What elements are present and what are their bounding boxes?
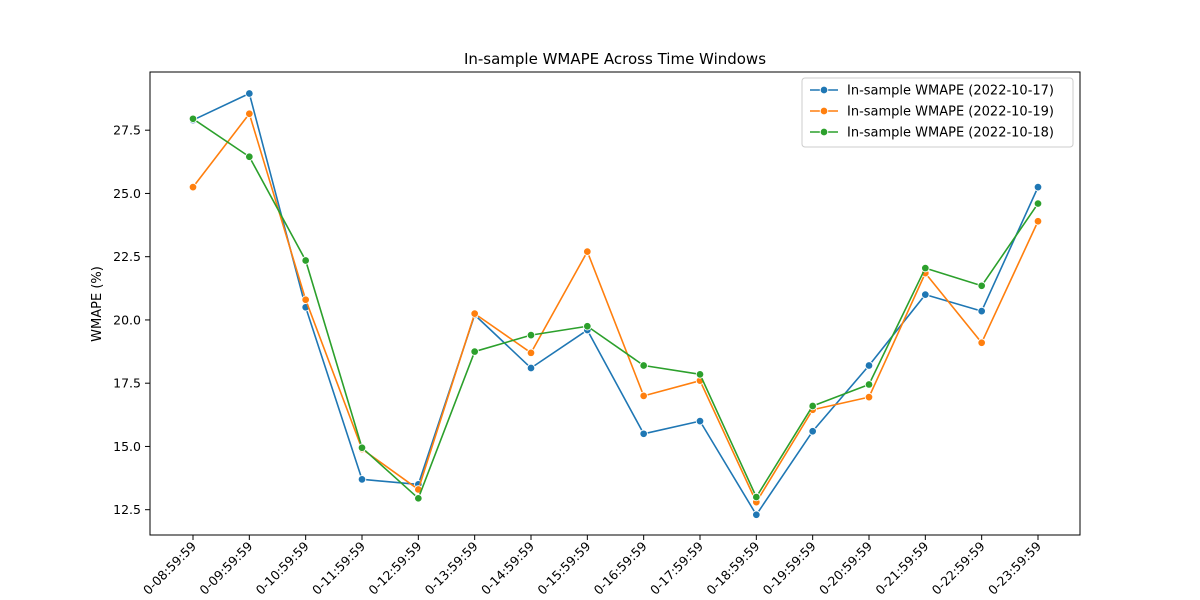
x-tick-label: 0-18:59:59 <box>703 538 762 597</box>
y-tick-label: 17.5 <box>113 376 141 391</box>
data-point <box>977 338 986 347</box>
legend-box <box>801 77 1074 148</box>
legend: In-sample WMAPE (2022-10-17) In-sample WM… <box>801 77 1074 148</box>
legend-item: In-sample WMAPE (2022-10-19) <box>810 105 1054 120</box>
data-point <box>695 370 705 379</box>
y-tick-label: 25.0 <box>113 186 141 201</box>
data-point <box>921 290 930 299</box>
data-point <box>1033 217 1043 226</box>
y-axis-label: WMAPE (%) <box>90 266 105 342</box>
data-point <box>526 348 536 358</box>
data-point <box>245 109 254 118</box>
y-tick-label: 15.0 <box>113 439 141 454</box>
data-point <box>752 510 761 520</box>
legend-marker <box>819 85 829 95</box>
x-tick-label: 0-15:59:59 <box>534 538 593 597</box>
data-point <box>188 182 198 192</box>
data-point <box>357 475 367 484</box>
data-point <box>864 392 874 402</box>
y-tick-label: 12.5 <box>113 502 141 517</box>
x-tick-label: 0-19:59:59 <box>760 538 819 597</box>
data-point <box>245 152 254 162</box>
x-tick-label: 0-17:59:59 <box>647 538 706 597</box>
x-tick-label: 0-12:59:59 <box>365 538 424 597</box>
data-point <box>470 309 479 318</box>
series-1 <box>188 89 1043 520</box>
data-point <box>808 401 817 411</box>
x-tick-label: 0-21:59:59 <box>872 538 931 597</box>
y-tick-label: 20.0 <box>113 312 141 327</box>
x-tick-label: 0-09:59:59 <box>196 538 255 597</box>
data-point <box>188 114 198 124</box>
plot-area-frame <box>149 71 1081 536</box>
legend-marker <box>819 127 829 137</box>
legend-label: In-sample WMAPE (2022-10-19) <box>847 105 1054 120</box>
data-point <box>357 443 367 452</box>
x-tick-label: 0-23:59:59 <box>985 538 1044 597</box>
series-line <box>192 112 1039 503</box>
data-point <box>639 391 648 401</box>
series-line <box>192 92 1039 516</box>
series-3 <box>188 114 1043 503</box>
data-point <box>301 295 310 304</box>
x-tick-label: 0-14:59:59 <box>478 538 537 597</box>
data-point <box>639 429 648 439</box>
data-point <box>470 347 479 356</box>
x-tick-label: 0-20:59:59 <box>816 538 875 597</box>
data-point <box>808 427 817 436</box>
y-tick-label: 27.5 <box>113 123 141 138</box>
x-tick-label: 0-13:59:59 <box>422 538 481 597</box>
data-point <box>583 247 592 256</box>
data-point <box>639 361 648 370</box>
legend-item: In-sample WMAPE (2022-10-17) <box>810 84 1054 99</box>
data-point <box>977 281 986 291</box>
x-tick-label: 0-11:59:59 <box>309 538 368 597</box>
data-point <box>583 322 592 331</box>
data-point <box>921 263 930 273</box>
data-point <box>864 380 874 389</box>
legend-marker <box>819 106 829 116</box>
data-point <box>695 416 705 426</box>
data-point <box>526 363 536 373</box>
data-point <box>977 306 986 316</box>
data-point <box>752 492 761 502</box>
x-axis: 0-08:59:590-09:59:590-10:59:590-11:59:59… <box>140 535 1044 598</box>
data-point <box>1033 182 1043 192</box>
data-point <box>414 494 423 503</box>
x-tick-label: 0-16:59:59 <box>591 538 650 597</box>
x-tick-label: 0-22:59:59 <box>929 538 988 597</box>
data-point <box>526 330 536 340</box>
series-layer <box>188 89 1043 520</box>
legend-item: In-sample WMAPE (2022-10-18) <box>810 126 1054 141</box>
chart-title: In-sample WMAPE Across Time Windows <box>464 50 766 68</box>
series-line <box>192 118 1039 500</box>
data-point <box>864 361 874 370</box>
legend-label: In-sample WMAPE (2022-10-18) <box>847 126 1054 141</box>
x-tick-label: 0-10:59:59 <box>253 538 312 597</box>
data-point <box>301 256 310 265</box>
x-tick-label: 0-08:59:59 <box>140 538 199 597</box>
legend-label: In-sample WMAPE (2022-10-17) <box>847 84 1054 99</box>
data-point <box>245 89 254 98</box>
data-point <box>1033 199 1043 208</box>
y-axis: 12.5 15.0 17.5 20.0 22.5 25.0 27.5 <box>113 123 150 517</box>
y-tick-label: 22.5 <box>113 249 141 264</box>
